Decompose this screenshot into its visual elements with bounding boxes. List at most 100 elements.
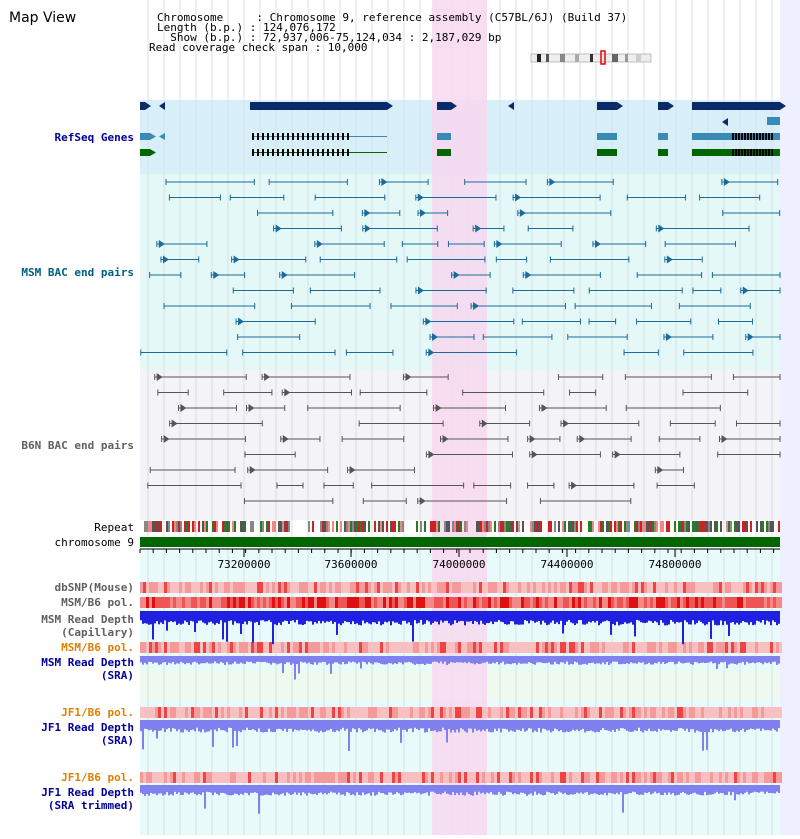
polymorphism-density-cell — [674, 582, 677, 593]
polymorphism-density-cell — [716, 642, 719, 653]
polymorphism-density-cell — [608, 707, 611, 718]
read-depth-bar — [350, 611, 352, 625]
polymorphism-density-cell — [716, 597, 719, 608]
polymorphism-density-cell — [185, 772, 188, 783]
polymorphism-density-cell — [467, 772, 470, 783]
polymorphism-density-cell — [605, 772, 608, 783]
read-depth-bar — [318, 785, 320, 794]
read-depth-bar — [594, 785, 596, 794]
track-label-msm-depth-capillary[interactable]: MSM Read Depth (Capillary) — [41, 613, 134, 639]
polymorphism-density-cell — [719, 597, 722, 608]
repeat-mark — [548, 521, 550, 532]
read-depth-bar — [534, 785, 536, 792]
read-depth-bar — [420, 611, 422, 620]
read-depth-bar — [428, 611, 430, 622]
read-depth-bar — [196, 656, 198, 663]
b6n-bac-pair-marker — [180, 404, 187, 412]
read-depth-bar — [380, 656, 382, 664]
read-depth-bar — [164, 785, 166, 795]
polymorphism-density-cell — [149, 707, 152, 718]
gene-exon — [347, 133, 349, 140]
polymorphism-density-cell — [149, 642, 152, 653]
repeat-mark — [686, 521, 688, 532]
polymorphism-density-cell — [623, 772, 626, 783]
track-label-b6n-bac[interactable]: B6N BAC end pairs — [21, 439, 134, 452]
polymorphism-density-cell — [278, 642, 281, 653]
polymorphism-density-cell — [206, 707, 209, 718]
track-label-msm-depth-sra[interactable]: MSM Read Depth (SRA) — [41, 656, 134, 682]
polymorphism-density-cell — [698, 707, 701, 718]
polymorphism-density-cell — [659, 642, 662, 653]
polymorphism-density-cell — [224, 707, 227, 718]
polymorphism-density-cell — [536, 582, 539, 593]
track-label-dbsnp[interactable]: dbSNP(Mouse) — [54, 581, 134, 594]
gene-exon — [332, 149, 334, 156]
polymorphism-density-cell — [734, 582, 737, 593]
polymorphism-density-cell — [671, 582, 674, 593]
read-depth-bar — [250, 720, 252, 730]
read-depth-bar — [680, 656, 682, 663]
read-depth-bar — [718, 611, 720, 626]
read-depth-bar — [234, 611, 236, 622]
polymorphism-density-cell — [659, 597, 662, 608]
polymorphism-density-cell — [506, 582, 509, 593]
polymorphism-density-cell — [656, 707, 659, 718]
read-depth-bar — [262, 720, 264, 733]
read-depth-bar — [614, 720, 616, 732]
read-depth-bar — [228, 720, 230, 728]
polymorphism-density-cell — [734, 772, 737, 783]
read-depth-bar — [450, 720, 452, 733]
track-label-msm-bac[interactable]: MSM BAC end pairs — [21, 266, 134, 279]
read-depth-bar — [214, 720, 216, 730]
track-label-jf1-b6-pol[interactable]: JF1/B6 pol. — [61, 706, 134, 719]
read-depth-bar — [388, 720, 390, 730]
repeat-mark — [352, 521, 354, 532]
polymorphism-density-cell — [647, 597, 650, 608]
polymorphism-density-cell — [692, 642, 695, 653]
polymorphism-density-cell — [164, 772, 167, 783]
polymorphism-density-cell — [320, 772, 323, 783]
read-depth-bar — [376, 785, 378, 795]
polymorphism-density-cell — [296, 582, 299, 593]
polymorphism-density-cell — [593, 772, 596, 783]
read-depth-bar — [526, 785, 528, 796]
polymorphism-density-cell — [563, 597, 566, 608]
polymorphism-density-cell — [374, 772, 377, 783]
polymorphism-density-cell — [230, 597, 233, 608]
polymorphism-density-cell — [350, 582, 353, 593]
read-depth-bar — [190, 720, 192, 730]
read-depth-bar — [500, 611, 502, 622]
read-depth-bar — [738, 785, 740, 795]
read-depth-bar — [588, 656, 590, 664]
polymorphism-density-cell — [761, 642, 764, 653]
read-depth-bar — [580, 611, 582, 621]
read-depth-bar — [548, 611, 550, 625]
repeat-mark — [558, 521, 560, 532]
read-depth-bar — [504, 656, 506, 665]
polymorphism-density-cell — [698, 597, 701, 608]
read-depth-bar — [728, 720, 730, 730]
read-depth-bar — [152, 611, 154, 640]
track-label-msm-b6-pol-2[interactable]: MSM/B6 pol. — [61, 641, 134, 654]
polymorphism-density-cell — [341, 642, 344, 653]
read-depth-bar — [626, 656, 628, 664]
polymorphism-density-cell — [176, 597, 179, 608]
polymorphism-density-cell — [422, 597, 425, 608]
read-depth-bar — [768, 785, 770, 794]
polymorphism-density-cell — [737, 582, 740, 593]
polymorphism-density-cell — [704, 642, 707, 653]
track-label-refseq[interactable]: RefSeq Genes — [54, 131, 134, 144]
track-label-jf1-depth-trimmed[interactable]: JF1 Read Depth (SRA trimmed) — [41, 786, 134, 812]
read-depth-bar — [534, 656, 536, 665]
track-label-msm-b6-pol[interactable]: MSM/B6 pol. — [61, 596, 134, 609]
repeat-mark — [576, 521, 578, 532]
gene-exon — [747, 149, 749, 156]
read-depth-bar — [152, 720, 154, 732]
polymorphism-density-cell — [539, 642, 542, 653]
polymorphism-density-cell — [533, 772, 536, 783]
polymorphism-density-cell — [671, 642, 674, 653]
track-label-jf1-b6-pol-2[interactable]: JF1/B6 pol. — [61, 771, 134, 784]
track-label-jf1-depth-sra[interactable]: JF1 Read Depth (SRA) — [41, 721, 134, 747]
repeat-mark — [332, 521, 334, 532]
